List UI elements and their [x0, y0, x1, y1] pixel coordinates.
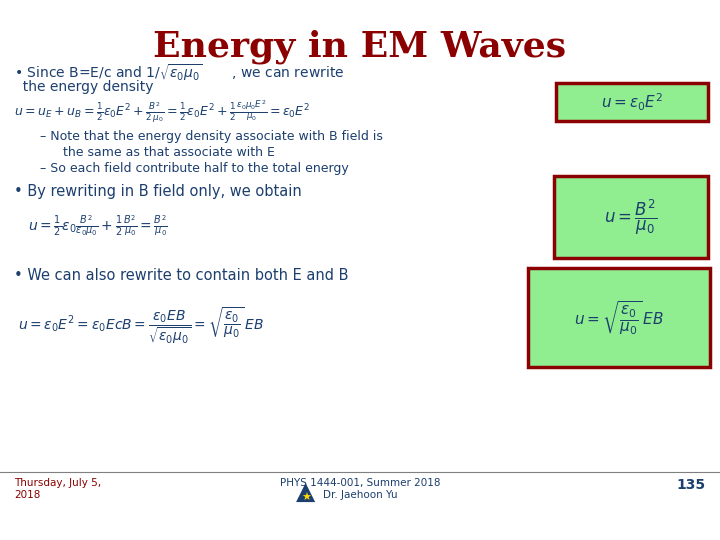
Text: ▲: ▲	[297, 480, 315, 504]
Text: $u =\varepsilon_0 E^2 =\varepsilon_0 EcB = \dfrac{\varepsilon_0 EB}{\sqrt{\varep: $u =\varepsilon_0 E^2 =\varepsilon_0 EcB…	[18, 305, 264, 346]
Text: $u = \varepsilon_0 E^2$: $u = \varepsilon_0 E^2$	[600, 91, 663, 113]
FancyBboxPatch shape	[528, 268, 710, 367]
Text: PHYS 1444-001, Summer 2018
Dr. Jaehoon Yu: PHYS 1444-001, Summer 2018 Dr. Jaehoon Y…	[280, 478, 440, 500]
Text: $u = \dfrac{B^2}{\mu_0}$: $u = \dfrac{B^2}{\mu_0}$	[604, 197, 658, 237]
Text: $u = \sqrt{\dfrac{\varepsilon_0}{\mu_0}}\,EB$: $u = \sqrt{\dfrac{\varepsilon_0}{\mu_0}}…	[574, 300, 664, 336]
Text: Energy in EM Waves: Energy in EM Waves	[153, 30, 567, 64]
Text: the energy density: the energy density	[14, 80, 153, 94]
FancyBboxPatch shape	[554, 176, 708, 258]
Text: the same as that associate with E: the same as that associate with E	[55, 146, 275, 159]
Text: • By rewriting in B field only, we obtain: • By rewriting in B field only, we obtai…	[14, 184, 302, 199]
Text: $u =u_E + u_B = \frac{1}{2}\varepsilon_0 E^2 + \frac{B^2}{2\,\mu_0} =\frac{1}{2}: $u =u_E + u_B = \frac{1}{2}\varepsilon_0…	[14, 99, 310, 125]
Text: • We can also rewrite to contain both E and B: • We can also rewrite to contain both E …	[14, 268, 348, 283]
Text: • Since B=E/c and $1/\sqrt{\varepsilon_0\mu_0}$       , we can rewrite: • Since B=E/c and $1/\sqrt{\varepsilon_0…	[14, 62, 344, 83]
Text: 135: 135	[677, 478, 706, 492]
Text: $u = \frac{1}{2}\varepsilon_0 \frac{B^2}{\varepsilon_0\mu_0} + \frac{1}{2}\frac{: $u = \frac{1}{2}\varepsilon_0 \frac{B^2}…	[28, 213, 168, 238]
Text: ★: ★	[301, 493, 311, 503]
FancyBboxPatch shape	[556, 83, 708, 121]
Text: – So each field contribute half to the total energy: – So each field contribute half to the t…	[40, 162, 348, 175]
Text: – Note that the energy density associate with B field is: – Note that the energy density associate…	[40, 130, 383, 143]
Text: Thursday, July 5,
2018: Thursday, July 5, 2018	[14, 478, 101, 500]
